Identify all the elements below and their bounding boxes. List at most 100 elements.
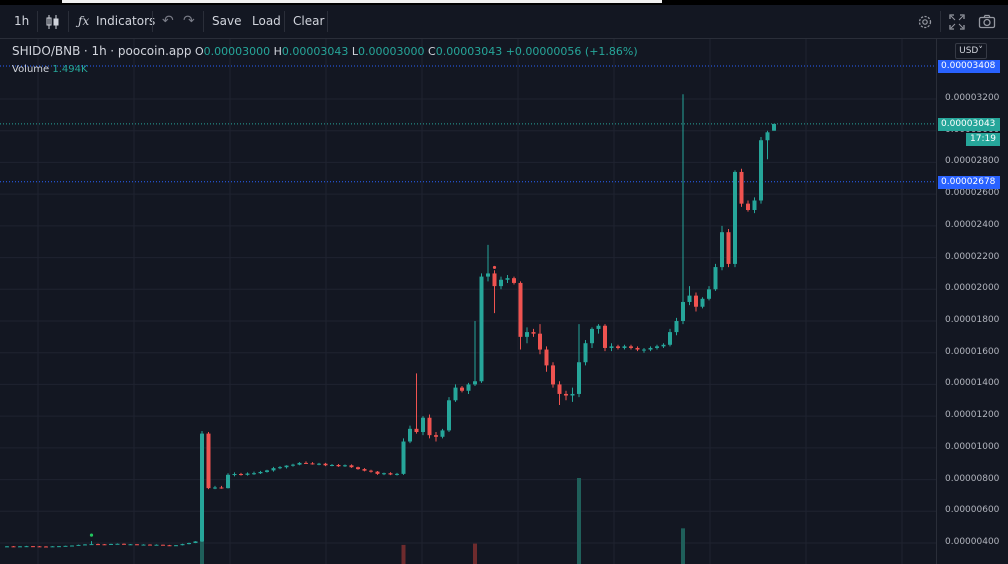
legend-high-key: H [273,45,282,58]
candle [726,229,731,268]
candle-body [356,467,360,470]
redo-icon[interactable]: ↷ [183,13,195,29]
candle-body [700,298,705,307]
candle-body [564,393,568,396]
candle [336,464,341,467]
candle [720,225,724,271]
candle [5,546,9,548]
candle-body [388,473,393,475]
trade-mark-dot [492,265,497,270]
candle-body [551,365,555,385]
chart-grid [0,39,936,564]
interval-button[interactable]: 1h [14,14,30,28]
candle [713,263,718,291]
candle [655,344,659,350]
camera-snapshot-icon[interactable] [978,13,996,31]
candle-body [304,462,308,464]
candle-body [473,381,477,385]
candle [694,292,698,312]
candle [174,545,178,547]
candle [128,543,133,546]
candle-body [63,545,68,547]
candle [759,137,763,204]
candle [590,327,594,348]
candle [492,270,497,314]
clear-button[interactable]: Clear [293,14,325,28]
candle-body [622,346,627,348]
candle [551,362,555,388]
volume-bar [473,543,477,564]
fullscreen-icon[interactable] [948,13,966,31]
candle-body [206,433,211,489]
candle [11,546,16,548]
candle [96,543,100,546]
candle [388,472,393,476]
candle [187,542,191,545]
price-tick-label: 0.00003200 [945,93,1000,103]
candle-body [453,387,458,401]
toolbar-separator [203,11,204,32]
candle [369,469,373,473]
indicators-button[interactable]: Indicators [96,14,156,28]
candle [232,472,237,477]
candle-body [427,417,432,436]
candle [414,373,419,434]
candle-body [226,474,230,489]
candle-body [414,428,419,432]
undo-icon[interactable]: ↶ [162,13,174,29]
candle-body [713,267,718,290]
candle [765,130,770,160]
candle-body [50,546,55,548]
candle-body [252,473,256,475]
volume-legend: Volume 1.494K [12,64,88,75]
legend-high: 0.00003043 [281,45,349,58]
candle-body [570,393,575,396]
candle-body [440,430,445,437]
candle-body [395,473,399,475]
candles-type-icon[interactable] [44,13,62,31]
candle [395,472,399,476]
candle-body [167,545,172,547]
legend-low-key: L [351,45,359,58]
candle [193,541,198,544]
candle-body [635,347,640,350]
candle-body [330,464,334,466]
candle-body [512,278,516,283]
candle-body [544,349,549,366]
chart-plot-area[interactable] [0,39,936,564]
candle-body [668,332,672,345]
candle-body [739,171,744,204]
candle [596,324,601,334]
toolbar-separator [940,11,941,32]
candle-body [18,546,22,548]
legend-separator: · [83,44,92,58]
browser-top-strip [0,0,1008,5]
trade-marks [89,265,497,537]
candle [577,324,581,398]
candle [109,543,113,545]
candle-body [323,463,328,466]
candle-body [70,545,74,547]
candle-body [278,467,282,469]
candle [505,275,510,283]
save-button[interactable]: Save [212,14,242,28]
price-scale[interactable] [936,39,1008,564]
candle-body [629,346,633,348]
candle-body [434,435,438,437]
candlestick-chart[interactable] [0,39,936,564]
candle-body [200,433,204,542]
candle [265,469,269,473]
candle-body [577,362,581,394]
indicators-icon[interactable]: ƒx [78,14,90,28]
candle [447,397,451,432]
candle [239,472,243,476]
candle [733,170,737,268]
settings-gear-icon[interactable] [916,13,934,31]
candle-body [752,200,757,210]
candle [518,281,523,350]
load-button[interactable]: Load [252,14,281,28]
candle [525,327,529,344]
candle-body [11,546,16,548]
candle-body [486,273,490,277]
currency-selector[interactable]: USD˅ [955,43,987,59]
